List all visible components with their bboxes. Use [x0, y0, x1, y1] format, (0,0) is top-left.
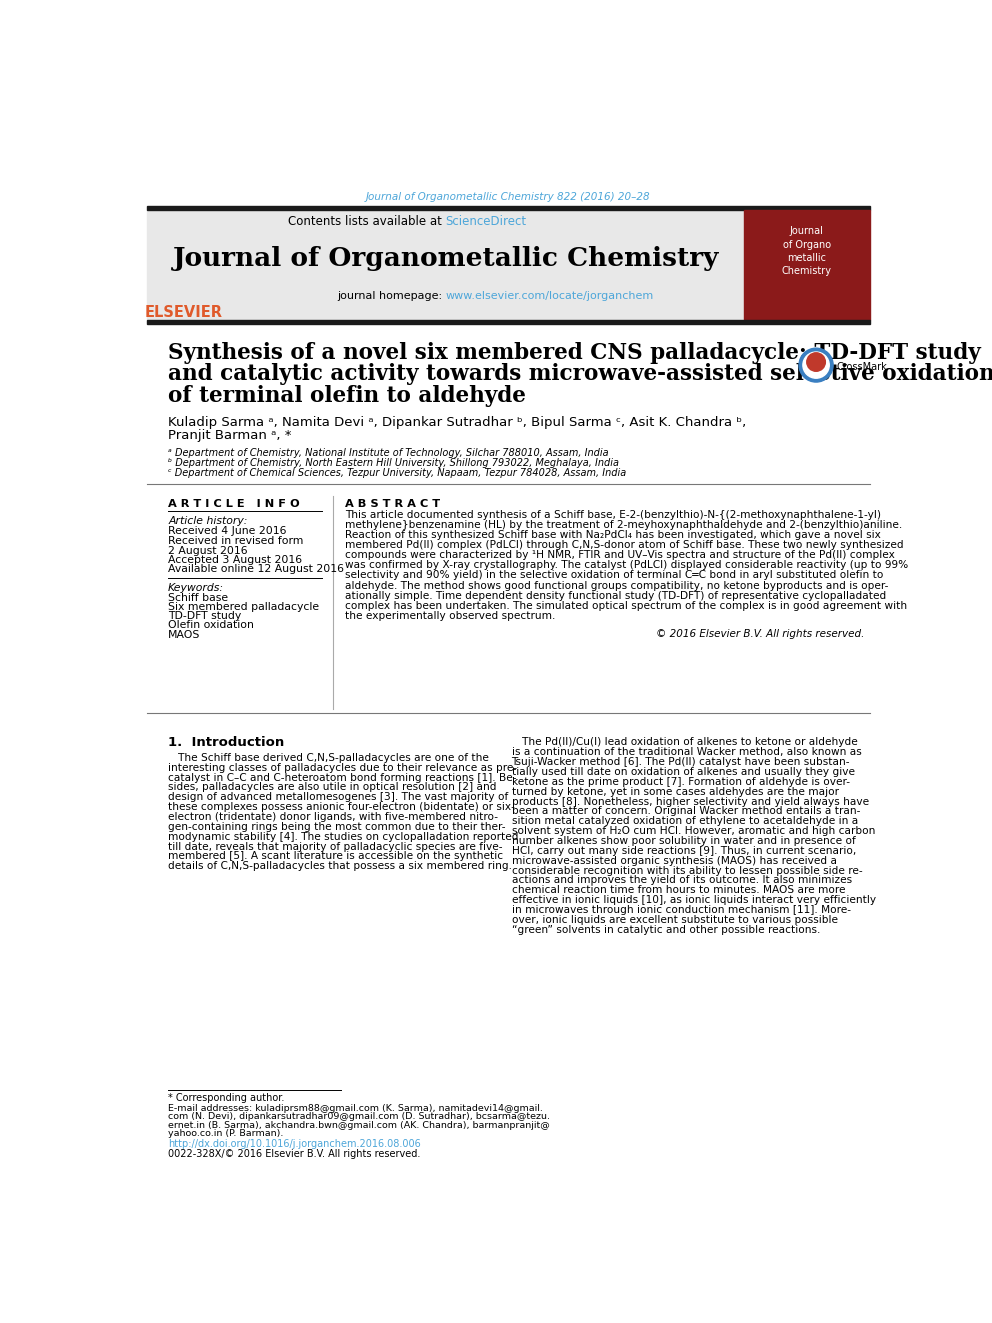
Text: journal homepage:: journal homepage: — [337, 291, 445, 300]
Text: effective in ionic liquids [10], as ionic liquids interact very efficiently: effective in ionic liquids [10], as ioni… — [512, 896, 876, 905]
Text: gen-containing rings being the most common due to their ther-: gen-containing rings being the most comm… — [169, 822, 506, 832]
Text: interesting classes of palladacycles due to their relevance as pre-: interesting classes of palladacycles due… — [169, 762, 517, 773]
Text: ELSEVIER: ELSEVIER — [145, 306, 222, 320]
Text: ᵇ Department of Chemistry, North Eastern Hill University, Shillong 793022, Megha: ᵇ Department of Chemistry, North Eastern… — [169, 458, 619, 468]
Text: till date, reveals that majority of palladacyclic species are five-: till date, reveals that majority of pall… — [169, 841, 503, 852]
Text: was confirmed by X-ray crystallography. The catalyst (PdLCl) displayed considera: was confirmed by X-ray crystallography. … — [345, 561, 908, 570]
Text: Journal of Organometallic Chemistry 822 (2016) 20–28: Journal of Organometallic Chemistry 822 … — [366, 192, 651, 202]
Text: Keywords:: Keywords: — [169, 582, 224, 593]
Text: ketone as the prime product [7]. Formation of aldehyde is over-: ketone as the prime product [7]. Formati… — [512, 777, 849, 787]
Circle shape — [806, 353, 825, 372]
Text: The Schiff base derived C,N,S-palladacycles are one of the: The Schiff base derived C,N,S-palladacyc… — [169, 753, 489, 763]
Text: yahoo.co.in (P. Barman).: yahoo.co.in (P. Barman). — [169, 1129, 284, 1138]
Text: Received 4 June 2016: Received 4 June 2016 — [169, 527, 287, 536]
Text: tially used till date on oxidation of alkenes and usually they give: tially used till date on oxidation of al… — [512, 767, 854, 777]
Text: Pranjit Barman ᵃ, *: Pranjit Barman ᵃ, * — [169, 430, 292, 442]
Bar — [744, 209, 870, 320]
Text: of terminal olefin to aldehyde: of terminal olefin to aldehyde — [169, 385, 526, 407]
Bar — [147, 320, 870, 324]
Text: Kuladip Sarma ᵃ, Namita Devi ᵃ, Dipankar Sutradhar ᵇ, Bipul Sarma ᶜ, Asit K. Cha: Kuladip Sarma ᵃ, Namita Devi ᵃ, Dipankar… — [169, 415, 746, 429]
Circle shape — [799, 348, 833, 382]
Text: 0022-328X/© 2016 Elsevier B.V. All rights reserved.: 0022-328X/© 2016 Elsevier B.V. All right… — [169, 1148, 421, 1159]
Text: ᵃ Department of Chemistry, National Institute of Technology, Silchar 788010, Ass: ᵃ Department of Chemistry, National Inst… — [169, 448, 609, 458]
Text: CrossMark: CrossMark — [836, 361, 887, 372]
Text: in microwaves through ionic conduction mechanism [11]. More-: in microwaves through ionic conduction m… — [512, 905, 850, 916]
Text: chemical reaction time from hours to minutes. MAOS are more: chemical reaction time from hours to min… — [512, 885, 845, 896]
Text: membered [5]. A scant literature is accessible on the synthetic: membered [5]. A scant literature is acce… — [169, 852, 503, 861]
Text: solvent system of H₂O cum HCl. However, aromatic and high carbon: solvent system of H₂O cum HCl. However, … — [512, 826, 875, 836]
Text: over, ionic liquids are excellent substitute to various possible: over, ionic liquids are excellent substi… — [512, 914, 837, 925]
Text: Reaction of this synthesized Schiff base with Na₂PdCl₄ has been investigated, wh: Reaction of this synthesized Schiff base… — [345, 529, 881, 540]
Text: considerable recognition with its ability to lessen possible side re-: considerable recognition with its abilit… — [512, 865, 862, 876]
Text: and catalytic activity towards microwave-assisted selective oxidation: and catalytic activity towards microwave… — [169, 364, 992, 385]
Text: these complexes possess anionic four-electron (bidentate) or six-: these complexes possess anionic four-ele… — [169, 802, 515, 812]
Text: A R T I C L E   I N F O: A R T I C L E I N F O — [169, 499, 300, 509]
Text: membered Pd(II) complex (PdLCl) through C,N,S-donor atom of Schiff base. These t: membered Pd(II) complex (PdLCl) through … — [345, 540, 904, 550]
Text: actions and improves the yield of its outcome. It also minimizes: actions and improves the yield of its ou… — [512, 876, 851, 885]
Text: Schiff base: Schiff base — [169, 593, 228, 603]
Text: products [8]. Nonetheless, higher selectivity and yield always have: products [8]. Nonetheless, higher select… — [512, 796, 869, 807]
Text: selectivity and 90% yield) in the selective oxidation of terminal C═C bond in ar: selectivity and 90% yield) in the select… — [345, 570, 883, 581]
Text: MAOS: MAOS — [169, 630, 200, 639]
Text: methylene}benzenamine (HL) by the treatment of 2-meyhoxynaphthaldehyde and 2-(be: methylene}benzenamine (HL) by the treatm… — [345, 520, 902, 529]
Text: ᶜ Department of Chemical Sciences, Tezpur University, Napaam, Tezpur 784028, Ass: ᶜ Department of Chemical Sciences, Tezpu… — [169, 468, 626, 478]
Text: the experimentally observed spectrum.: the experimentally observed spectrum. — [345, 611, 556, 620]
Text: Received in revised form: Received in revised form — [169, 536, 304, 546]
Text: 1.  Introduction: 1. Introduction — [169, 736, 285, 749]
Text: Tsuji-Wacker method [6]. The Pd(II) catalyst have been substan-: Tsuji-Wacker method [6]. The Pd(II) cata… — [512, 757, 850, 767]
Text: aldehyde. The method shows good functional groups compatibility, no ketone bypro: aldehyde. The method shows good function… — [345, 581, 888, 590]
Text: ationally simple. Time dependent density functional study (TD-DFT) of representa: ationally simple. Time dependent density… — [345, 591, 886, 601]
Text: number alkenes show poor solubility in water and in presence of: number alkenes show poor solubility in w… — [512, 836, 855, 845]
Text: com (N. Devi), dipankarsutradhar09@gmail.com (D. Sutradhar), bcsarma@tezu.: com (N. Devi), dipankarsutradhar09@gmail… — [169, 1113, 551, 1121]
Text: Accepted 3 August 2016: Accepted 3 August 2016 — [169, 554, 303, 565]
Text: complex has been undertaken. The simulated optical spectrum of the complex is in: complex has been undertaken. The simulat… — [345, 601, 907, 611]
Text: www.elsevier.com/locate/jorganchem: www.elsevier.com/locate/jorganchem — [445, 291, 654, 300]
Text: Olefin oxidation: Olefin oxidation — [169, 620, 254, 630]
Text: design of advanced metallomesogenes [3]. The vast majority of: design of advanced metallomesogenes [3].… — [169, 792, 509, 802]
Text: ernet.in (B. Sarma), akchandra.bwn@gmail.com (AK. Chandra), barmanpranjit@: ernet.in (B. Sarma), akchandra.bwn@gmail… — [169, 1121, 550, 1130]
Text: E-mail addresses: kuladiprsm88@gmail.com (K. Sarma), namitadevi14@gmail.: E-mail addresses: kuladiprsm88@gmail.com… — [169, 1103, 543, 1113]
Text: Article history:: Article history: — [169, 516, 248, 525]
Text: HCl, carry out many side reactions [9]. Thus, in current scenario,: HCl, carry out many side reactions [9]. … — [512, 845, 856, 856]
Circle shape — [803, 352, 829, 378]
Text: Contents lists available at: Contents lists available at — [288, 216, 445, 229]
Text: Synthesis of a novel six membered CNS palladacycle; TD-DFT study: Synthesis of a novel six membered CNS pa… — [169, 341, 981, 364]
Text: ScienceDirect: ScienceDirect — [445, 216, 527, 229]
Bar — [147, 206, 870, 209]
Text: sition metal catalyzed oxidation of ethylene to acetaldehyde in a: sition metal catalyzed oxidation of ethy… — [512, 816, 858, 827]
Text: catalyst in C–C and C-heteroatom bond forming reactions [1]. Be-: catalyst in C–C and C-heteroatom bond fo… — [169, 773, 517, 782]
Text: * Corresponding author.: * Corresponding author. — [169, 1093, 285, 1103]
Text: “green” solvents in catalytic and other possible reactions.: “green” solvents in catalytic and other … — [512, 925, 819, 934]
Text: been a matter of concern. Original Wacker method entails a tran-: been a matter of concern. Original Wacke… — [512, 807, 860, 816]
Text: Journal of Organometallic Chemistry: Journal of Organometallic Chemistry — [173, 246, 719, 271]
Text: electron (tridentate) donor ligands, with five-membered nitro-: electron (tridentate) donor ligands, wit… — [169, 812, 498, 822]
Text: is a continuation of the traditional Wacker method, also known as: is a continuation of the traditional Wac… — [512, 747, 861, 757]
Text: TD-DFT study: TD-DFT study — [169, 611, 241, 620]
Bar — [147, 209, 744, 320]
Text: © 2016 Elsevier B.V. All rights reserved.: © 2016 Elsevier B.V. All rights reserved… — [656, 628, 864, 639]
Text: Available online 12 August 2016: Available online 12 August 2016 — [169, 564, 344, 574]
Text: sides, palladacycles are also utile in optical resolution [2] and: sides, palladacycles are also utile in o… — [169, 782, 497, 792]
Text: A B S T R A C T: A B S T R A C T — [345, 499, 440, 509]
Text: microwave-assisted organic synthesis (MAOS) has received a: microwave-assisted organic synthesis (MA… — [512, 856, 836, 865]
Text: turned by ketone, yet in some cases aldehydes are the major: turned by ketone, yet in some cases alde… — [512, 787, 838, 796]
Text: Six membered palladacycle: Six membered palladacycle — [169, 602, 319, 613]
Text: This article documented synthesis of a Schiff base, E-2-(benzylthio)-N-{(2-metho: This article documented synthesis of a S… — [345, 509, 881, 520]
Text: modynamic stability [4]. The studies on cyclopalladation reported: modynamic stability [4]. The studies on … — [169, 832, 519, 841]
Text: Journal
of Organo
metallic
Chemistry: Journal of Organo metallic Chemistry — [782, 226, 831, 277]
Text: 2 August 2016: 2 August 2016 — [169, 545, 248, 556]
Text: compounds were characterized by ¹H NMR, FTIR and UV–Vis spectra and structure of: compounds were characterized by ¹H NMR, … — [345, 550, 895, 560]
Text: details of C,N,S-palladacycles that possess a six membered ring.: details of C,N,S-palladacycles that poss… — [169, 861, 512, 872]
Text: The Pd(II)/Cu(I) lead oxidation of alkenes to ketone or aldehyde: The Pd(II)/Cu(I) lead oxidation of alken… — [512, 737, 857, 747]
Text: http://dx.doi.org/10.1016/j.jorganchem.2016.08.006: http://dx.doi.org/10.1016/j.jorganchem.2… — [169, 1139, 421, 1150]
